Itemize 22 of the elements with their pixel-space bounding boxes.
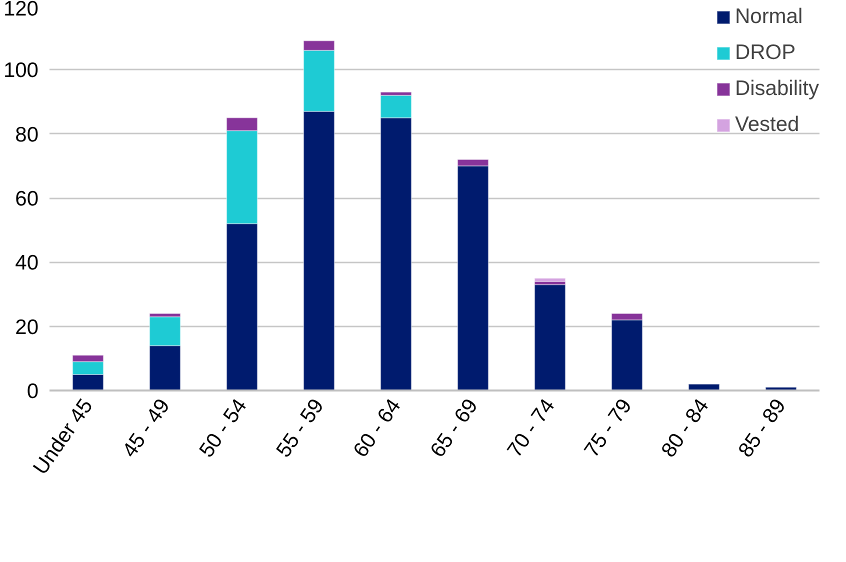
legend-label: Vested <box>734 113 800 137</box>
y-tick-label: 60 <box>15 188 38 210</box>
legend-label: Disability <box>734 77 819 101</box>
y-tick-label: 0 <box>26 380 39 403</box>
y-tick-label: 80 <box>15 123 38 146</box>
x-tick-label: 50 - 54 <box>195 394 252 462</box>
y-tick-label: 120 <box>3 0 39 20</box>
x-tick-label: 60 - 64 <box>349 394 406 462</box>
x-tick-label: 75 - 79 <box>580 394 636 462</box>
bar <box>534 284 566 390</box>
x-tick-label: 45 - 49 <box>118 394 174 462</box>
x-tick-label: 55 - 59 <box>272 394 328 462</box>
legend-label: DROP <box>734 41 796 65</box>
y-tick-label: 100 <box>3 59 39 82</box>
x-tick-label: 65 - 69 <box>426 394 482 462</box>
legend-label: Normal <box>734 5 803 29</box>
y-tick-label: 40 <box>15 252 38 275</box>
x-tick-label: 80 - 84 <box>657 394 714 462</box>
y-tick-label: 20 <box>15 316 38 339</box>
x-tick-label: 85 - 89 <box>734 394 790 462</box>
x-tick-label: 70 - 74 <box>503 394 560 462</box>
bar <box>534 278 566 282</box>
